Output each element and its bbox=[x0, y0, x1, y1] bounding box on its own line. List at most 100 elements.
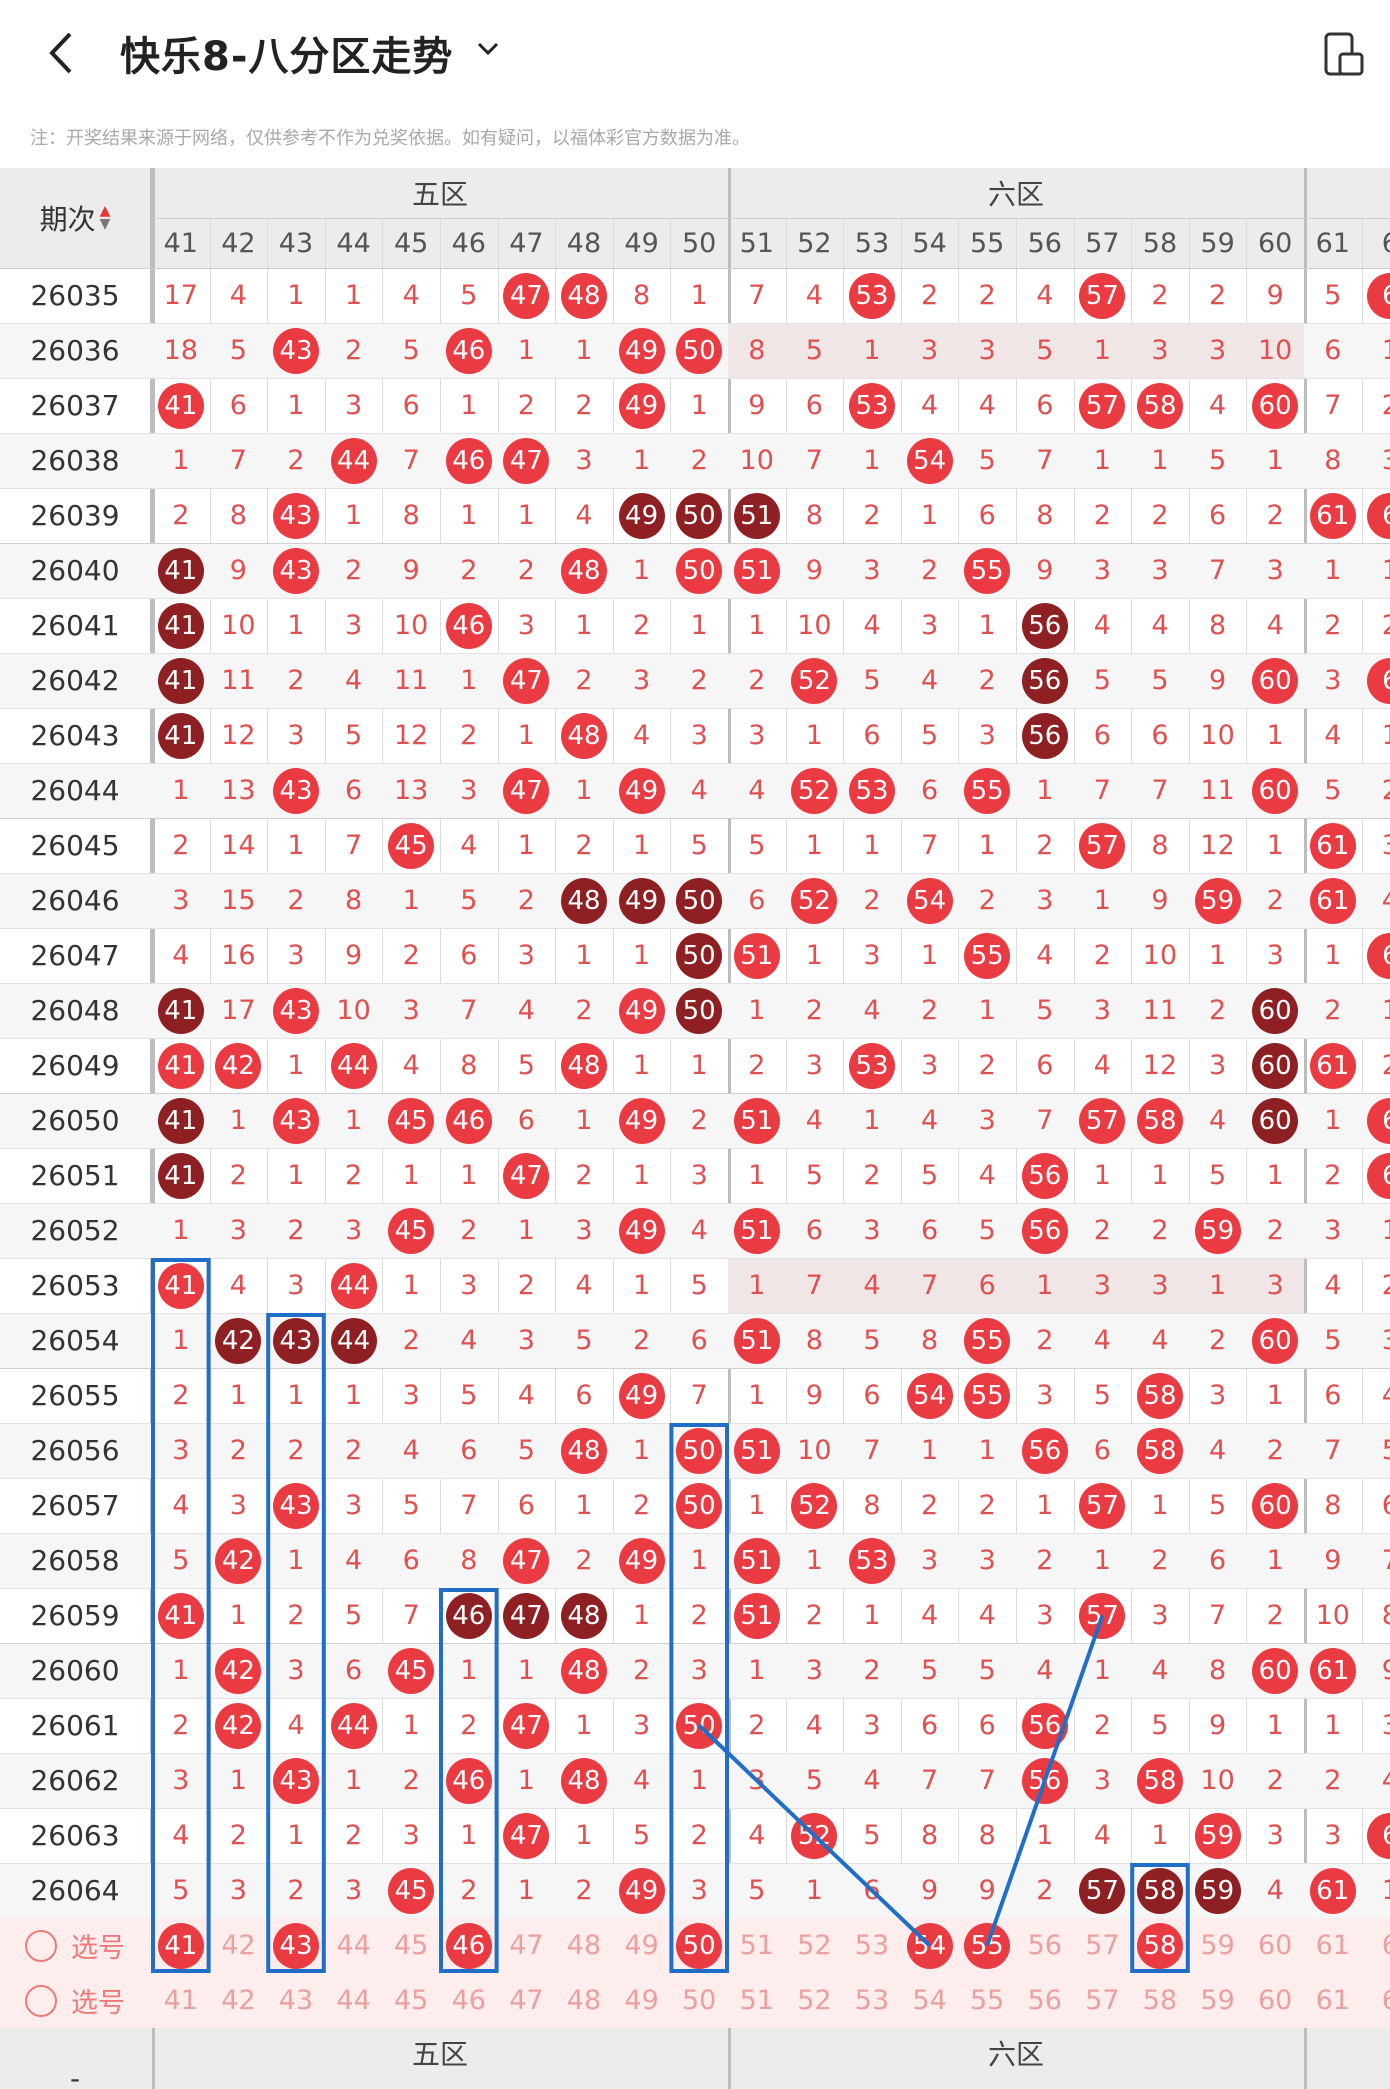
select-number[interactable]: 43 bbox=[267, 1918, 325, 1973]
select-number[interactable]: 43 bbox=[267, 1973, 325, 2028]
select-number-label[interactable]: 54 bbox=[912, 1985, 947, 2016]
select-number[interactable]: 56 bbox=[1016, 1918, 1074, 1973]
select-number[interactable]: 56 bbox=[1016, 1973, 1074, 2028]
select-number-label[interactable]: 56 bbox=[1027, 1985, 1062, 2016]
select-number[interactable]: 60 bbox=[1246, 1973, 1304, 2028]
select-number[interactable]: 61 bbox=[1304, 1918, 1362, 1973]
select-number-label[interactable]: 51 bbox=[739, 1930, 774, 1961]
select-number-label[interactable]: 49 bbox=[624, 1985, 659, 2016]
select-number[interactable]: 52 bbox=[786, 1973, 844, 2028]
select-number[interactable]: 48 bbox=[555, 1973, 613, 2028]
select-number[interactable]: 45 bbox=[382, 1918, 440, 1973]
select-number-label[interactable]: 59 bbox=[1200, 1930, 1235, 1961]
select-number[interactable]: 59 bbox=[1189, 1973, 1247, 2028]
select-number-label[interactable]: 45 bbox=[394, 1930, 429, 1961]
select-number-label[interactable]: 49 bbox=[624, 1930, 659, 1961]
select-number[interactable]: 50 bbox=[670, 1918, 728, 1973]
select-number-label[interactable]: 45 bbox=[394, 1985, 429, 2016]
select-number[interactable]: 6 bbox=[1362, 1973, 1390, 2028]
select-number-label[interactable]: 48 bbox=[566, 1930, 602, 1961]
select-number-label[interactable]: 61 bbox=[1315, 1985, 1350, 2016]
selected-number-ball[interactable]: 55 bbox=[964, 1922, 1011, 1969]
select-number[interactable]: 55 bbox=[958, 1973, 1016, 2028]
select-number-label[interactable]: 52 bbox=[797, 1985, 832, 2016]
select-number-label[interactable]: 42 bbox=[221, 1985, 256, 2016]
back-arrow-icon[interactable] bbox=[40, 28, 84, 78]
rotate-screen-icon[interactable] bbox=[1318, 30, 1366, 78]
select-number[interactable]: 58 bbox=[1131, 1973, 1189, 2028]
select-number[interactable]: 42 bbox=[210, 1918, 268, 1973]
select-number-label[interactable]: 60 bbox=[1258, 1985, 1293, 2016]
selected-number-ball[interactable]: 58 bbox=[1136, 1922, 1183, 1969]
select-number[interactable]: 52 bbox=[786, 1918, 844, 1973]
select-number-label[interactable]: 60 bbox=[1258, 1930, 1293, 1961]
select-number-label[interactable]: 43 bbox=[278, 1985, 314, 2016]
select-number[interactable]: 59 bbox=[1189, 1918, 1247, 1973]
select-number-label[interactable]: 56 bbox=[1027, 1930, 1062, 1961]
select-number-label[interactable]: 57 bbox=[1085, 1985, 1120, 2016]
select-number[interactable]: 58 bbox=[1131, 1918, 1189, 1973]
select-number[interactable]: 47 bbox=[498, 1973, 556, 2028]
select-number[interactable]: 41 bbox=[152, 1973, 210, 2028]
select-number[interactable]: 50 bbox=[670, 1973, 728, 2028]
period-header[interactable]: 期次 ▲ ▼ bbox=[0, 168, 150, 268]
select-number[interactable]: 53 bbox=[843, 1918, 901, 1973]
select-number[interactable]: 54 bbox=[901, 1973, 959, 2028]
select-radio-icon[interactable] bbox=[25, 1984, 57, 2017]
select-number-label[interactable]: 59 bbox=[1200, 1985, 1235, 2016]
select-number-label[interactable]: 47 bbox=[509, 1930, 544, 1961]
select-number-label[interactable]: 53 bbox=[854, 1930, 890, 1961]
select-radio-icon[interactable] bbox=[25, 1929, 57, 1962]
select-number-label[interactable]: 46 bbox=[451, 1985, 486, 2016]
select-number[interactable]: 57 bbox=[1074, 1918, 1132, 1973]
select-number[interactable]: 55 bbox=[958, 1918, 1016, 1973]
selected-number-ball[interactable]: 43 bbox=[272, 1922, 319, 1969]
select-number-label[interactable]: 52 bbox=[797, 1930, 832, 1961]
select-number-label[interactable]: 41 bbox=[163, 1985, 198, 2016]
select-number[interactable]: 53 bbox=[843, 1973, 901, 2028]
page-title[interactable]: 快乐8-八分区走势 bbox=[120, 34, 454, 80]
selected-number-ball[interactable]: 41 bbox=[157, 1922, 204, 1969]
select-number[interactable]: 41 bbox=[152, 1918, 210, 1973]
miss-count: 2 bbox=[1093, 1215, 1111, 1246]
select-number-label[interactable]: 58 bbox=[1142, 1985, 1178, 2016]
select-number-label[interactable]: 53 bbox=[854, 1985, 890, 2016]
select-number[interactable]: 54 bbox=[901, 1918, 959, 1973]
select-number-label[interactable]: 6 bbox=[1382, 1930, 1390, 1961]
select-number-label[interactable]: 51 bbox=[739, 1985, 774, 2016]
select-number-label[interactable]: 6 bbox=[1382, 1985, 1390, 2016]
select-number-label[interactable]: 55 bbox=[970, 1985, 1005, 2016]
select-number-label[interactable]: 48 bbox=[566, 1985, 602, 2016]
select-number[interactable]: 48 bbox=[555, 1918, 613, 1973]
select-number[interactable]: 44 bbox=[325, 1918, 383, 1973]
selected-number-ball[interactable]: 54 bbox=[906, 1922, 953, 1969]
select-number[interactable]: 42 bbox=[210, 1973, 268, 2028]
select-number[interactable]: 51 bbox=[728, 1918, 786, 1973]
select-number[interactable]: 46 bbox=[440, 1918, 498, 1973]
select-number-label[interactable]: 57 bbox=[1085, 1930, 1120, 1961]
select-number-label[interactable]: 47 bbox=[509, 1985, 544, 2016]
select-number-label[interactable]: 44 bbox=[336, 1930, 371, 1961]
select-number-label[interactable]: 44 bbox=[336, 1985, 371, 2016]
chevron-down-icon[interactable] bbox=[474, 36, 502, 62]
select-number[interactable]: 49 bbox=[613, 1918, 671, 1973]
select-number[interactable]: 6 bbox=[1362, 1918, 1390, 1973]
selected-number-ball[interactable]: 50 bbox=[676, 1922, 723, 1969]
select-number[interactable]: 60 bbox=[1246, 1918, 1304, 1973]
select-number-label[interactable]: 50 bbox=[682, 1985, 717, 2016]
select-row-label[interactable]: 选号 bbox=[0, 1918, 150, 1973]
table-cell: 5 bbox=[843, 1808, 901, 1863]
select-number[interactable]: 61 bbox=[1304, 1973, 1362, 2028]
select-number-label[interactable]: 42 bbox=[221, 1930, 256, 1961]
select-number[interactable]: 51 bbox=[728, 1973, 786, 2028]
select-number[interactable]: 46 bbox=[440, 1973, 498, 2028]
selected-number-ball[interactable]: 46 bbox=[445, 1922, 492, 1969]
sort-icon[interactable]: ▲ ▼ bbox=[99, 203, 111, 232]
select-row-label[interactable]: 选号 bbox=[0, 1973, 150, 2028]
select-number[interactable]: 49 bbox=[613, 1973, 671, 2028]
select-number[interactable]: 44 bbox=[325, 1973, 383, 2028]
select-number[interactable]: 57 bbox=[1074, 1973, 1132, 2028]
select-number[interactable]: 45 bbox=[382, 1973, 440, 2028]
select-number-label[interactable]: 61 bbox=[1315, 1930, 1350, 1961]
select-number[interactable]: 47 bbox=[498, 1918, 556, 1973]
